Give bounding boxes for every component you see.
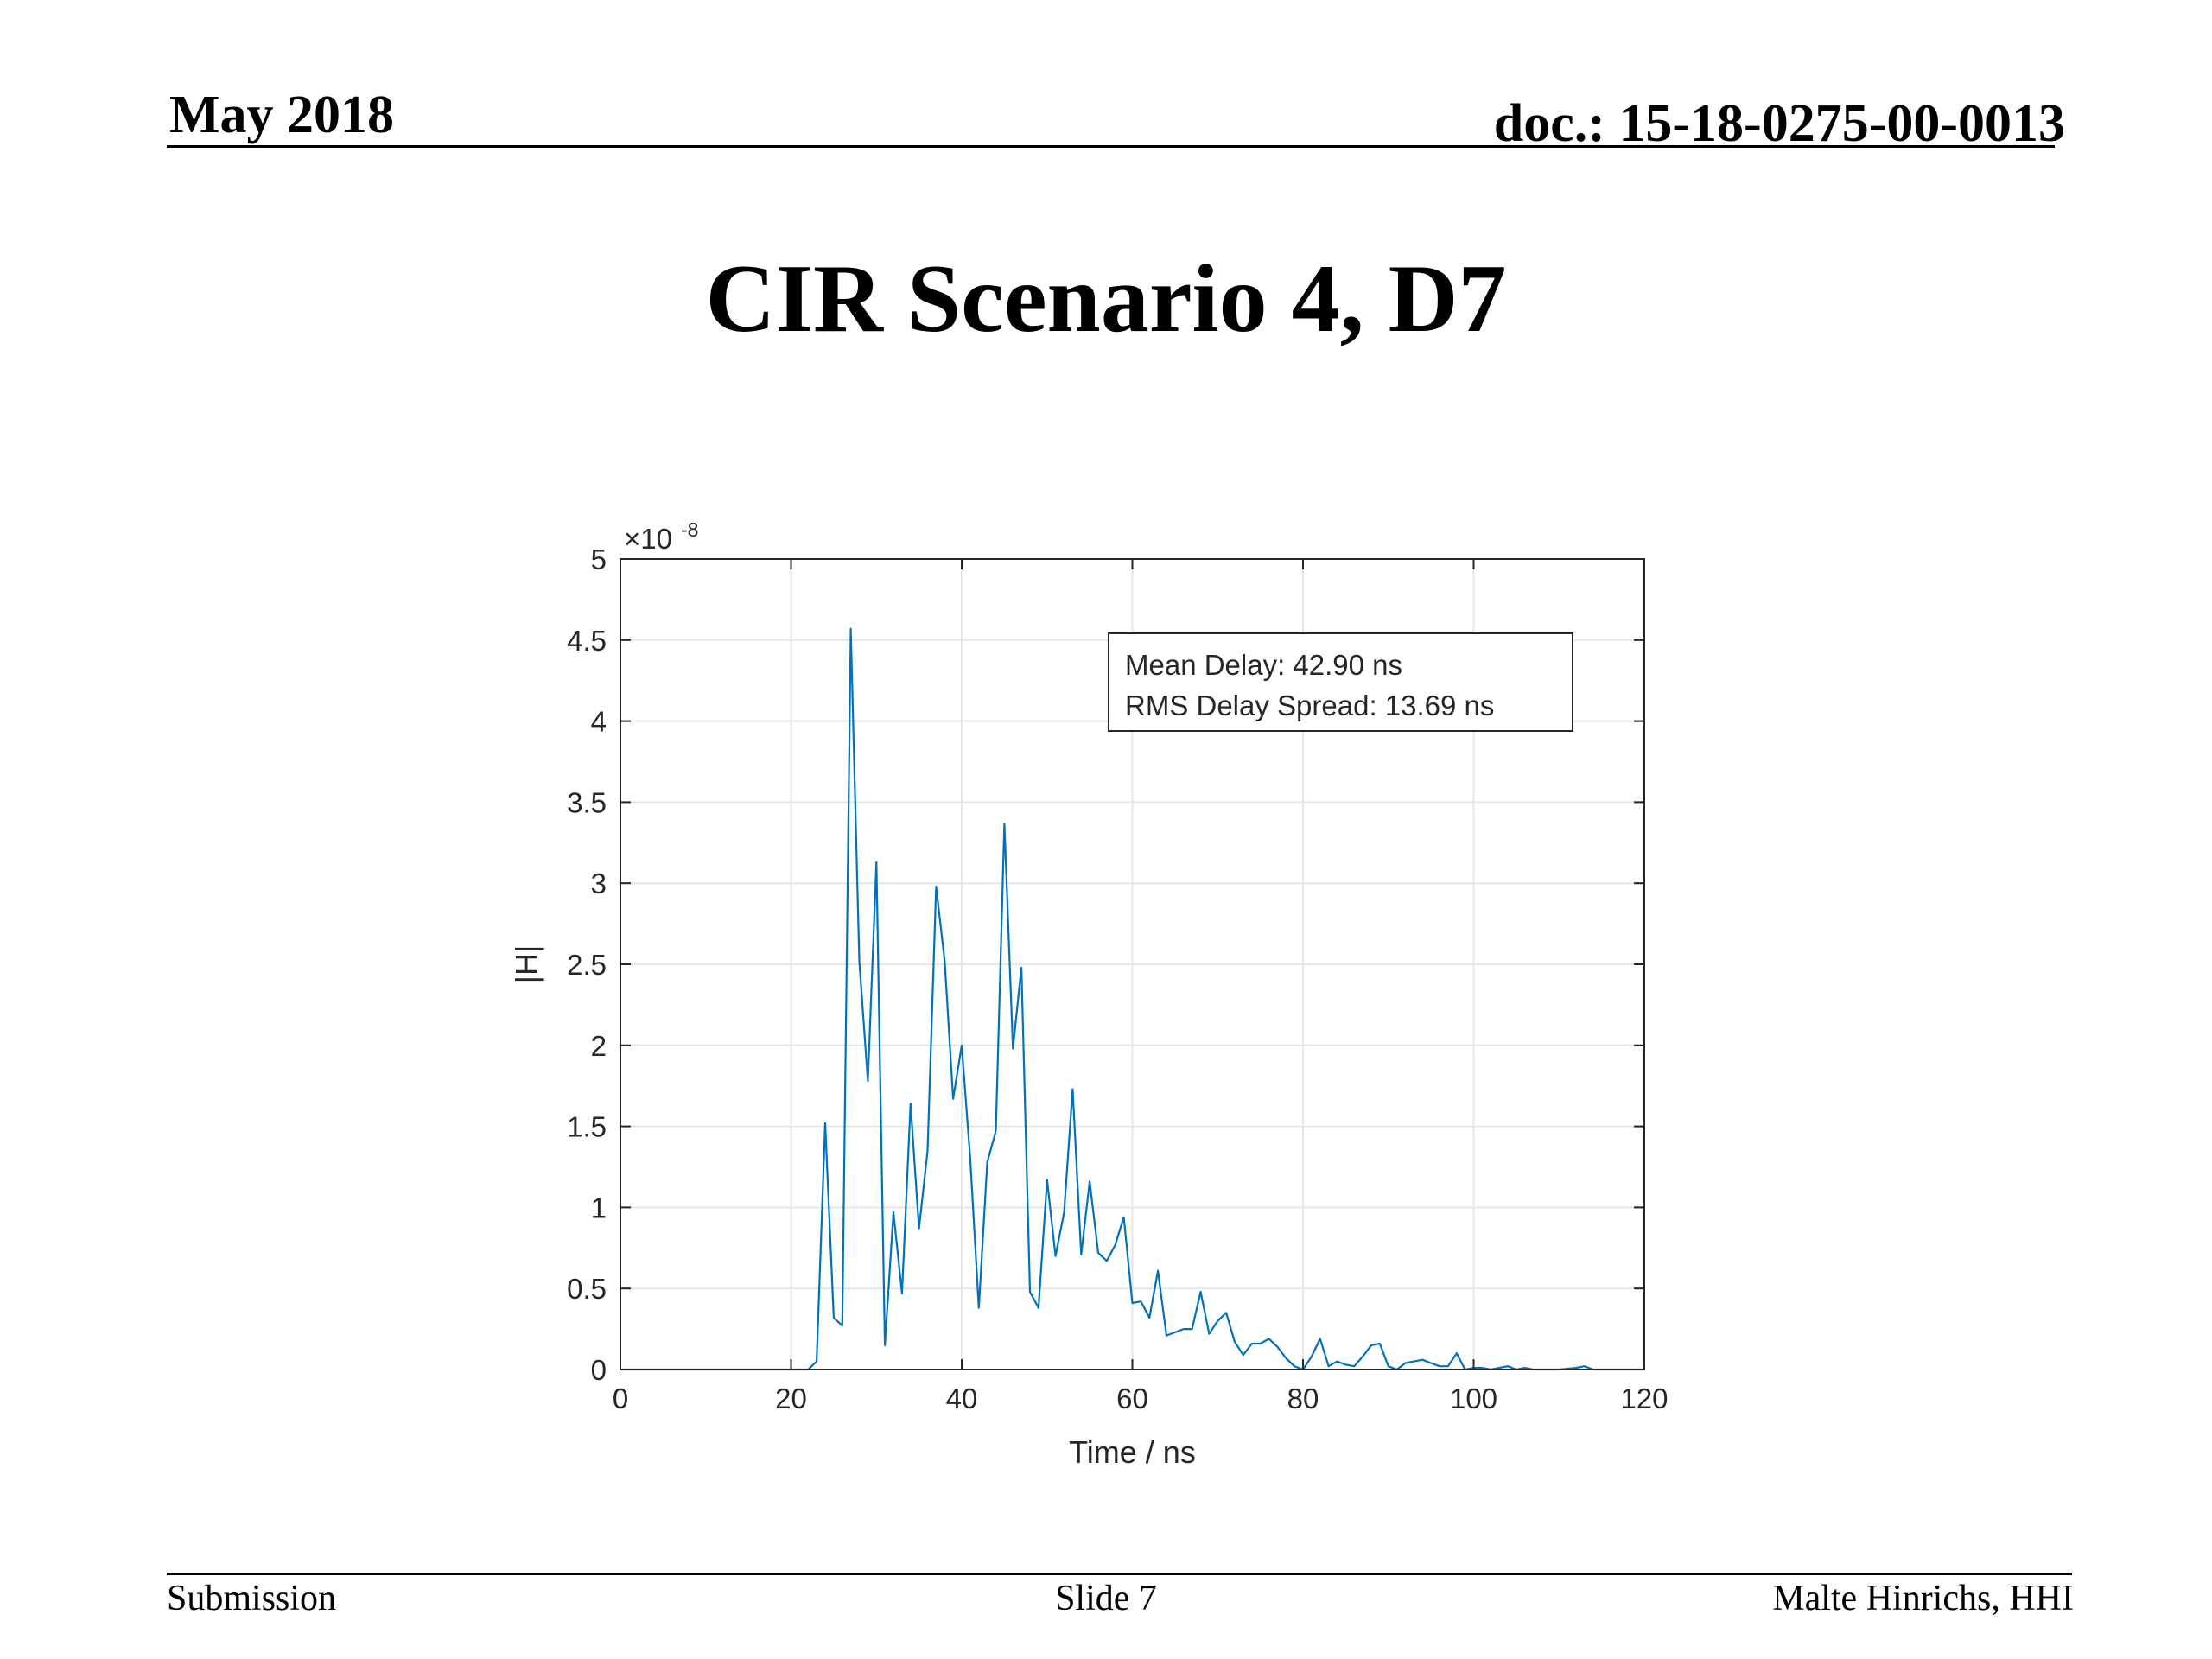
y-tick-label: 0 — [591, 1354, 607, 1386]
slide-title: CIR Scenario 4, D7 — [705, 245, 1507, 353]
footer-author: Malte Hinrichs, HHI — [1772, 1579, 2074, 1618]
x-axis-label: Time / ns — [1069, 1434, 1196, 1470]
x-tick-label: 20 — [775, 1382, 807, 1414]
y-tick-label: 1 — [591, 1192, 607, 1224]
x-tick-label: 120 — [1620, 1382, 1668, 1414]
y-tick-label: 5 — [591, 543, 607, 575]
y-axis-label: |H| — [509, 945, 544, 984]
y-tick-label: 2.5 — [567, 949, 607, 981]
footer-submission: Submission — [167, 1579, 337, 1618]
chart-ticks: 0 20 40 60 80 100 120 0 0.5 1 1.5 2 2.5 3 3.5 4 4.5 5 — [567, 543, 1668, 1414]
x-tick-label: 60 — [1116, 1382, 1148, 1414]
x-tick-label: 40 — [946, 1382, 978, 1414]
footer-divider — [167, 1573, 2072, 1575]
y-tick-label: 0.5 — [567, 1273, 607, 1305]
x-tick-label: 80 — [1287, 1382, 1319, 1414]
y-tick-label: 3 — [591, 868, 607, 899]
y-tick-label: 4.5 — [567, 625, 607, 657]
x-tick-label: 0 — [613, 1382, 628, 1414]
delay-annotation-box: Mean Delay: 42.90 ns RMS Delay Spread: 1… — [1108, 632, 1573, 732]
header-doc-number: doc.: 15-18-0275-00-0013 — [1493, 94, 2065, 153]
y-tick-label: 1.5 — [567, 1111, 607, 1143]
annotation-mean-delay: Mean Delay: 42.90 ns — [1125, 649, 1402, 681]
annotation-border — [1108, 632, 1573, 732]
annotation-rms-delay-spread: RMS Delay Spread: 13.69 ns — [1125, 690, 1494, 721]
x-tick-label: 100 — [1450, 1382, 1497, 1414]
y-tick-label: 4 — [591, 706, 607, 738]
header-divider — [167, 145, 2055, 148]
footer-slide-number: Slide 7 — [1055, 1579, 1157, 1618]
cir-chart: 0 20 40 60 80 100 120 0 0.5 1 1.5 2 2.5 3 3.5 4 4.5 5 ×10… — [509, 518, 1669, 1470]
y-tick-label: 3.5 — [567, 786, 607, 818]
y-exponent-label: ×10 — [624, 523, 672, 555]
header-date: May 2018 — [169, 86, 395, 144]
y-exponent-value: -8 — [681, 518, 698, 541]
y-tick-label: 2 — [591, 1030, 607, 1062]
